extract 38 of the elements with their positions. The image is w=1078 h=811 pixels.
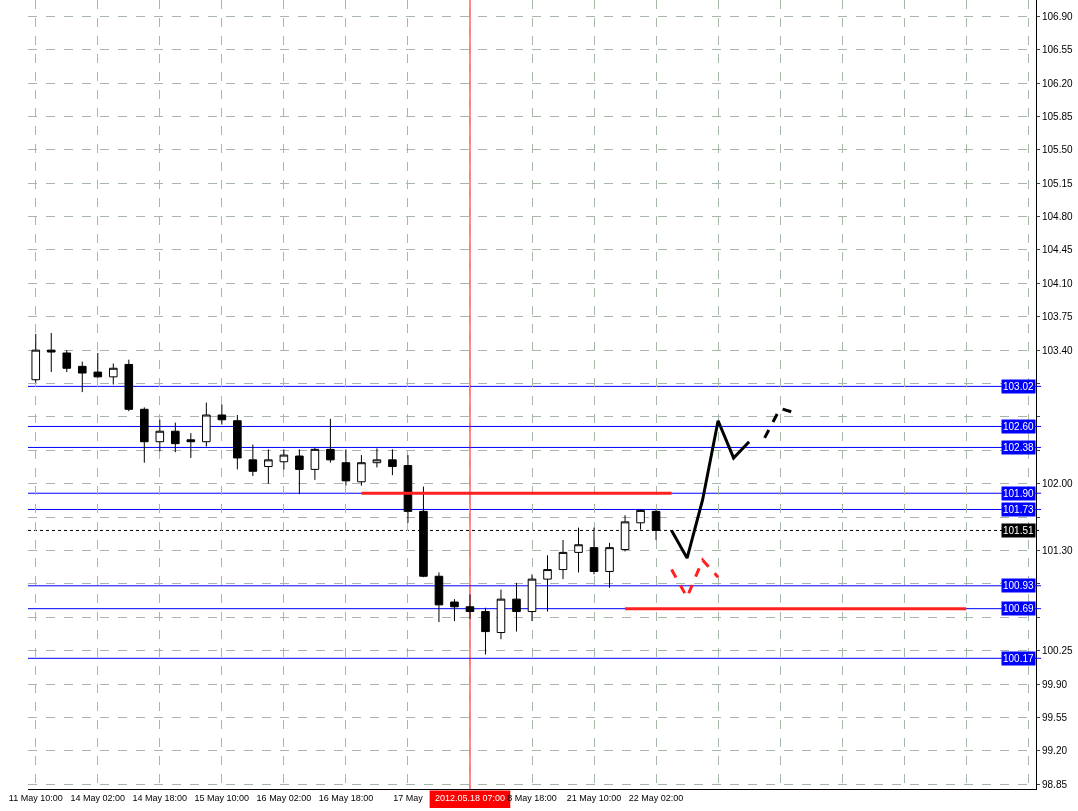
y-tick-label: 104.80 <box>1042 211 1074 223</box>
x-tick-label: 16 May 02:00 <box>256 792 312 803</box>
y-tick-label: 103.40 <box>1042 344 1074 356</box>
y-tick-label: 106.55 <box>1042 44 1074 56</box>
ref-line-label: 102.60 <box>1003 421 1035 432</box>
y-tick-label: 102.00 <box>1042 478 1074 490</box>
y-tick-label: 104.45 <box>1042 244 1074 256</box>
ref-line-label: 101.73 <box>1003 504 1035 515</box>
ref-line-label: 103.02 <box>1003 381 1035 392</box>
ref-line-label: 102.38 <box>1003 442 1035 453</box>
x-tick-label: 11 May 10:00 <box>8 792 63 803</box>
y-tick-label: 104.10 <box>1042 277 1074 289</box>
y-tick-label: 106.20 <box>1042 77 1074 89</box>
x-tick-label: 21 May 10:00 <box>566 792 622 803</box>
y-tick-label: 103.75 <box>1042 311 1074 323</box>
y-tick-label: 100.25 <box>1042 645 1074 657</box>
x-tick-label: 14 May 18:00 <box>132 792 188 803</box>
ref-line-label: 101.51 <box>1003 525 1035 536</box>
y-tick-label: 105.85 <box>1042 110 1074 122</box>
y-tick-label: 99.20 <box>1042 745 1068 757</box>
x-tick-label: 22 May 02:00 <box>628 792 684 803</box>
ref-line-label: 100.93 <box>1003 580 1035 591</box>
x-tick-label: 16 May 18:00 <box>318 792 374 803</box>
ref-line-label: 101.90 <box>1003 488 1035 499</box>
y-tick-label: 101.30 <box>1042 544 1074 556</box>
ref-line-label: 100.69 <box>1003 603 1035 614</box>
x-tick-label: 14 May 02:00 <box>70 792 126 803</box>
y-tick-label: 98.85 <box>1042 778 1068 790</box>
y-tick-label: 99.90 <box>1042 678 1068 690</box>
x-tick-label: 8 May 18:00 <box>507 792 557 803</box>
x-tick-label: 15 May 10:00 <box>194 792 250 803</box>
y-tick-label: 105.15 <box>1042 177 1074 189</box>
y-tick-label: 105.50 <box>1042 144 1074 156</box>
y-tick-label: 99.55 <box>1042 711 1068 723</box>
x-tick-label: 17 May <box>393 792 424 803</box>
y-tick-label: 106.90 <box>1042 10 1074 22</box>
ref-line-label: 100.17 <box>1003 653 1035 664</box>
x-tick-label: 2012.05.18 07:00 <box>434 792 506 803</box>
